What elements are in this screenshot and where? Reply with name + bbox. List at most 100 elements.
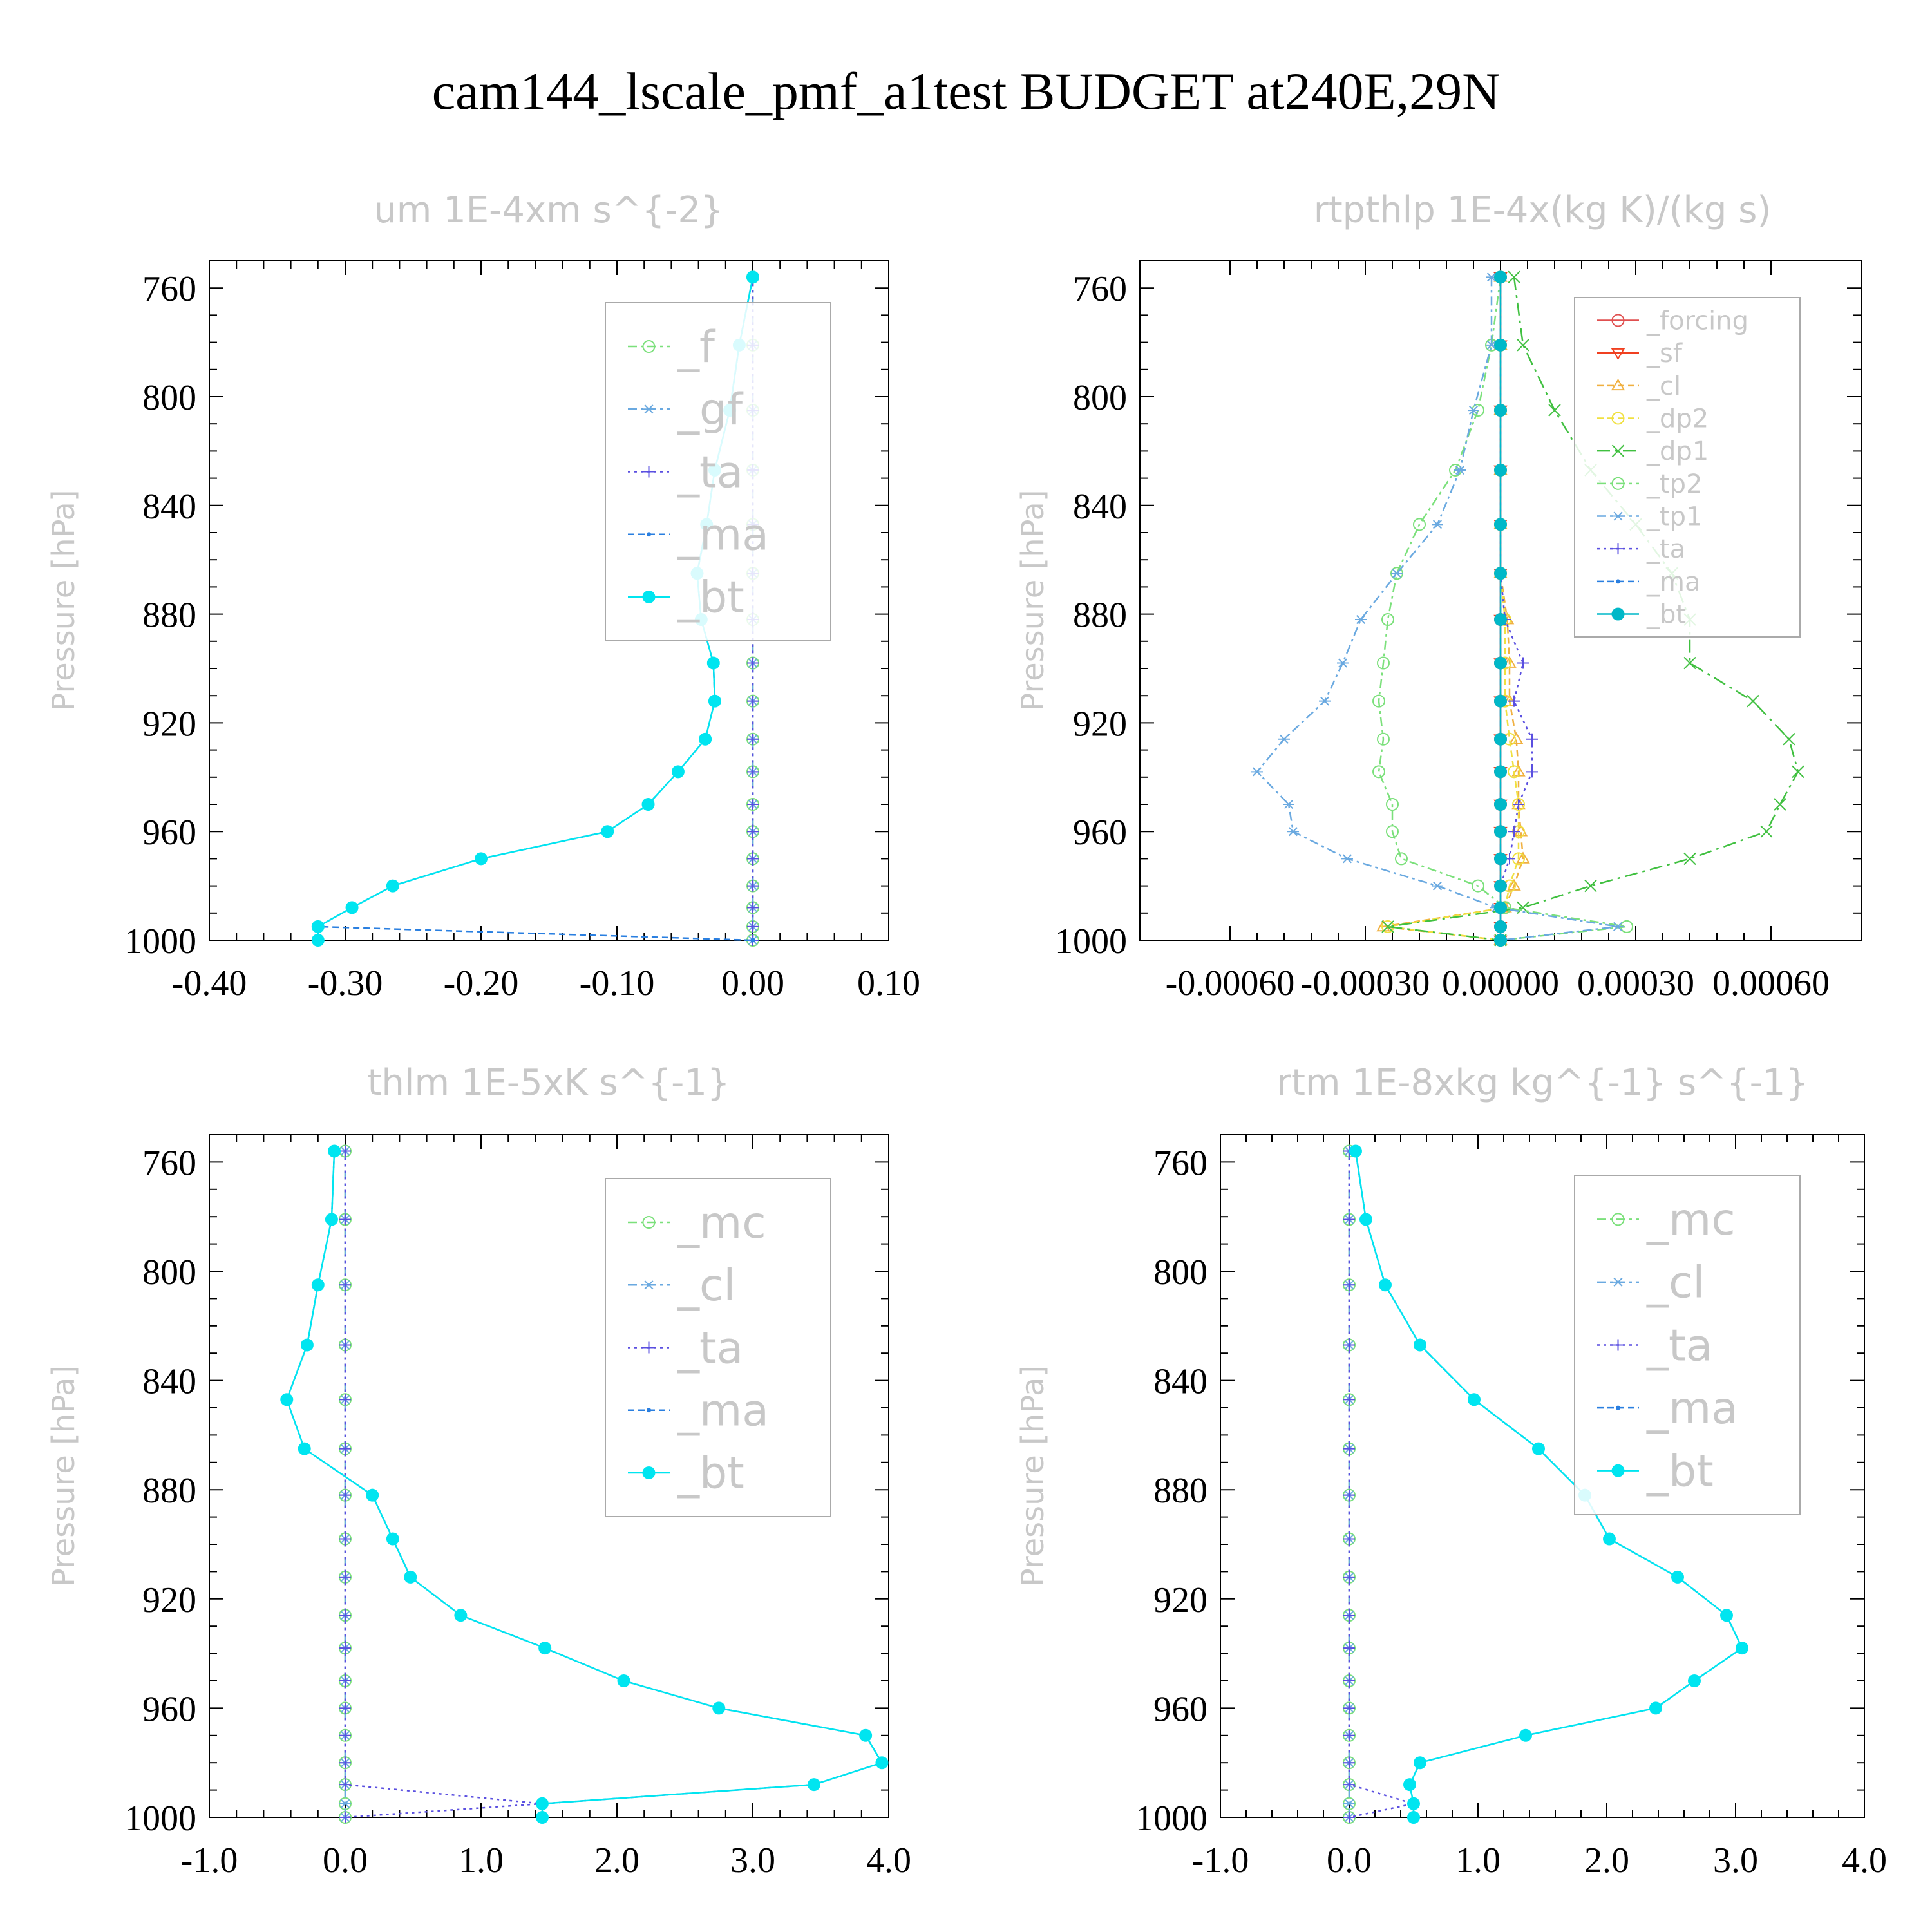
data-point — [339, 1489, 351, 1501]
data-point — [859, 1728, 873, 1742]
data-point — [1494, 518, 1507, 531]
legend-marker — [1611, 444, 1625, 457]
data-point — [1403, 1778, 1416, 1792]
data-point — [747, 695, 759, 707]
data-point — [1494, 613, 1507, 627]
x-tick-label: 2.0 — [1584, 1841, 1629, 1880]
data-point — [807, 1778, 820, 1792]
data-point — [1287, 827, 1299, 837]
data-point — [706, 656, 720, 670]
series-dp2 — [1381, 270, 1525, 947]
legend-label: _ma — [1646, 1383, 1738, 1434]
legend-label: _bt — [1646, 1446, 1714, 1497]
data-point — [1494, 934, 1507, 947]
y-tick-label: 800 — [142, 378, 196, 418]
legend-marker — [1611, 477, 1625, 490]
y-tick-label: 960 — [1073, 813, 1127, 853]
data-point — [1649, 1701, 1662, 1715]
legend-marker — [1612, 1277, 1624, 1287]
panel-4: rtm 1E-8xkg kg^{-1} s^{-1} Pressure [hPa]… — [1015, 1062, 1887, 1880]
data-point — [1513, 799, 1524, 810]
legend-label: _ta — [677, 447, 743, 498]
data-point — [1736, 1642, 1748, 1655]
legend-label: _cl — [1646, 1258, 1705, 1309]
x-tick-label: -0.00030 — [1301, 963, 1430, 1003]
data-point — [699, 732, 712, 746]
data-point — [339, 1394, 351, 1406]
data-point — [339, 1609, 351, 1622]
x-tick-label: 0.00000 — [1442, 963, 1559, 1003]
data-point — [1381, 920, 1394, 933]
data-point — [1532, 1442, 1545, 1455]
data-point — [1494, 798, 1507, 811]
series-ta — [1343, 1145, 1419, 1823]
x-tick-label: -0.40 — [172, 963, 247, 1003]
data-point — [339, 1799, 351, 1808]
data-point — [280, 1393, 294, 1406]
legend-marker — [1611, 314, 1625, 327]
legend-label: _ta — [1646, 1320, 1712, 1371]
data-point — [1468, 1393, 1481, 1406]
data-point — [298, 1442, 311, 1455]
panel-1: um 1E-4xm s^{-2} Pressure [hPa] 760 800 840 8… — [46, 189, 920, 1003]
data-point — [1774, 798, 1786, 811]
legend-marker — [643, 466, 655, 478]
panel-2: rtpthlp 1E-4x(kg K)/(kg s) Pressure [hPa]… — [1015, 189, 1862, 1003]
data-point — [1494, 825, 1507, 838]
legend-label: _bt — [677, 573, 744, 623]
data-point — [1343, 1812, 1355, 1823]
data-point — [1683, 852, 1696, 866]
legend-label: _mc — [677, 1198, 766, 1249]
series-tp1 — [1251, 272, 1624, 945]
data-point — [1526, 733, 1538, 745]
legend-marker — [643, 404, 655, 414]
legend-marker — [643, 1341, 655, 1354]
data-point — [1343, 1779, 1355, 1791]
data-point — [1494, 852, 1507, 866]
data-point — [345, 901, 359, 914]
y-axis-label: Pressure [hPa] — [46, 489, 82, 711]
data-point — [1783, 733, 1795, 746]
legend: _forcing _sf _cl _dp2 _dp1 _tp2_tp1 _ta _ma_bt — [1574, 297, 1801, 638]
data-point — [747, 657, 759, 669]
x-tick-label: -0.30 — [308, 963, 383, 1003]
data-point — [339, 1213, 351, 1226]
data-point — [339, 1729, 351, 1741]
data-point — [339, 1443, 351, 1455]
legend-label: _ta — [677, 1323, 743, 1374]
legend-marker — [1616, 579, 1620, 584]
plot-frame — [209, 1134, 889, 1818]
data-point — [1720, 1609, 1733, 1622]
x-tick-label: 0.00 — [721, 963, 784, 1003]
data-point — [1343, 1609, 1355, 1622]
data-point — [1319, 696, 1331, 706]
data-point — [1386, 825, 1399, 838]
series-line — [1256, 277, 1618, 942]
data-point — [1343, 1213, 1355, 1226]
data-point — [1508, 765, 1520, 779]
series-bt — [280, 1144, 889, 1824]
data-point — [747, 920, 759, 933]
data-point — [1377, 732, 1390, 746]
data-point — [535, 1811, 549, 1824]
panel-3: thlm 1E-5xK s^{-1} Pressure [hPa] 760 800 84… — [46, 1062, 911, 1880]
data-point — [747, 733, 759, 745]
data-point — [311, 934, 325, 947]
data-point — [1508, 695, 1520, 707]
y-tick-label: 760 — [142, 269, 196, 309]
y-tick-label: 1000 — [124, 922, 196, 961]
y-tick-label: 1000 — [124, 1799, 196, 1839]
series-line — [1387, 277, 1520, 942]
y-tick-label: 760 — [1153, 1143, 1208, 1183]
data-point — [1494, 694, 1507, 708]
data-point — [1683, 656, 1696, 670]
legend-marker — [643, 1280, 655, 1290]
data-point — [1372, 765, 1385, 779]
x-tick-label: 3.0 — [730, 1841, 775, 1880]
x-tick-label: -0.00060 — [1166, 963, 1295, 1003]
y-tick-label: 920 — [1153, 1580, 1208, 1620]
data-point — [538, 1642, 552, 1655]
series-cl — [1376, 270, 1530, 945]
y-tick-label: 760 — [1073, 269, 1127, 309]
legend-marker — [1612, 543, 1624, 555]
